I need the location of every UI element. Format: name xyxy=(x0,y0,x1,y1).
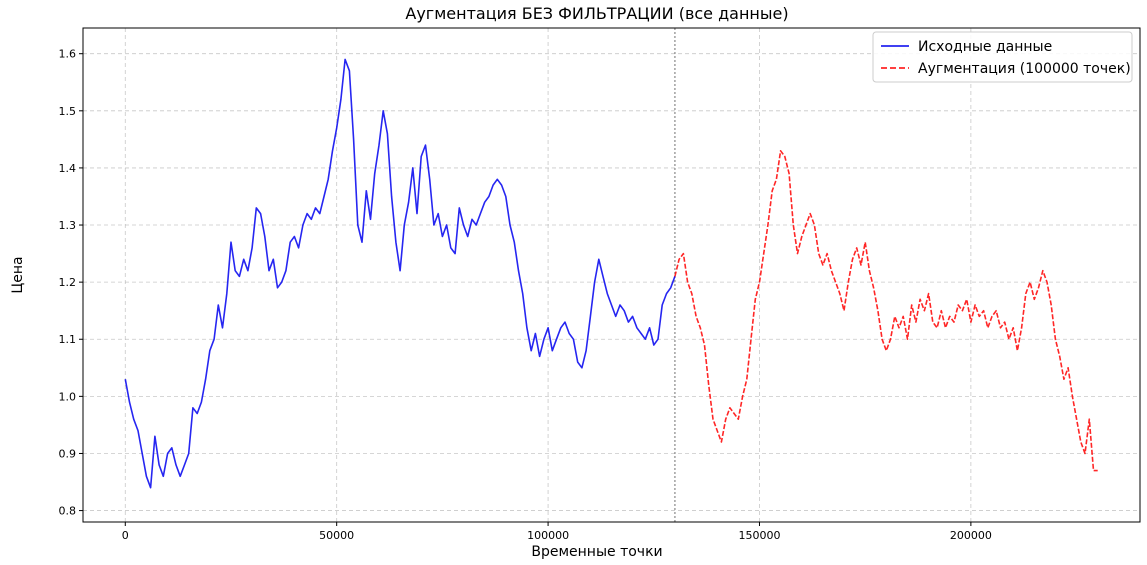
axis-ticks: 0 50000 100000 150000 200000 0.8 0.9 1.0 1.1 1.2 1… xyxy=(59,48,992,542)
x-tick-label: 100000 xyxy=(527,529,569,542)
y-tick-label: 0.9 xyxy=(59,447,77,460)
plot-frame xyxy=(82,27,1141,523)
y-tick-label: 1.2 xyxy=(59,276,77,289)
y-tick-label: 1.6 xyxy=(59,48,77,61)
y-tick-label: 1.5 xyxy=(59,105,77,118)
x-axis-title: Временные точки xyxy=(531,544,662,560)
y-axis-title: Цена xyxy=(10,256,26,293)
series-group xyxy=(124,58,1098,489)
y-tick-label: 1.0 xyxy=(59,390,77,403)
x-tick-label: 50000 xyxy=(319,529,354,542)
series-line-original xyxy=(124,58,676,489)
grid xyxy=(83,28,1140,522)
y-tick-label: 1.3 xyxy=(59,219,77,232)
legend-label-original: Исходные данные xyxy=(918,39,1052,55)
x-tick-label: 0 xyxy=(122,529,129,542)
series-line-augmented xyxy=(674,150,1098,472)
legend: Исходные данные Аугментация (100000 точе… xyxy=(872,31,1133,83)
y-tick-label: 0.8 xyxy=(59,505,77,518)
y-tick-label: 1.1 xyxy=(59,333,77,346)
x-tick-label: 200000 xyxy=(950,529,992,542)
y-tick-label: 1.4 xyxy=(59,162,77,175)
x-tick-label: 150000 xyxy=(738,529,780,542)
chart-title: Аугментация БЕЗ ФИЛЬТРАЦИИ (все данные) xyxy=(405,4,788,23)
legend-label-augmented: Аугментация (100000 точек) xyxy=(918,61,1131,77)
legend-box xyxy=(872,31,1133,83)
